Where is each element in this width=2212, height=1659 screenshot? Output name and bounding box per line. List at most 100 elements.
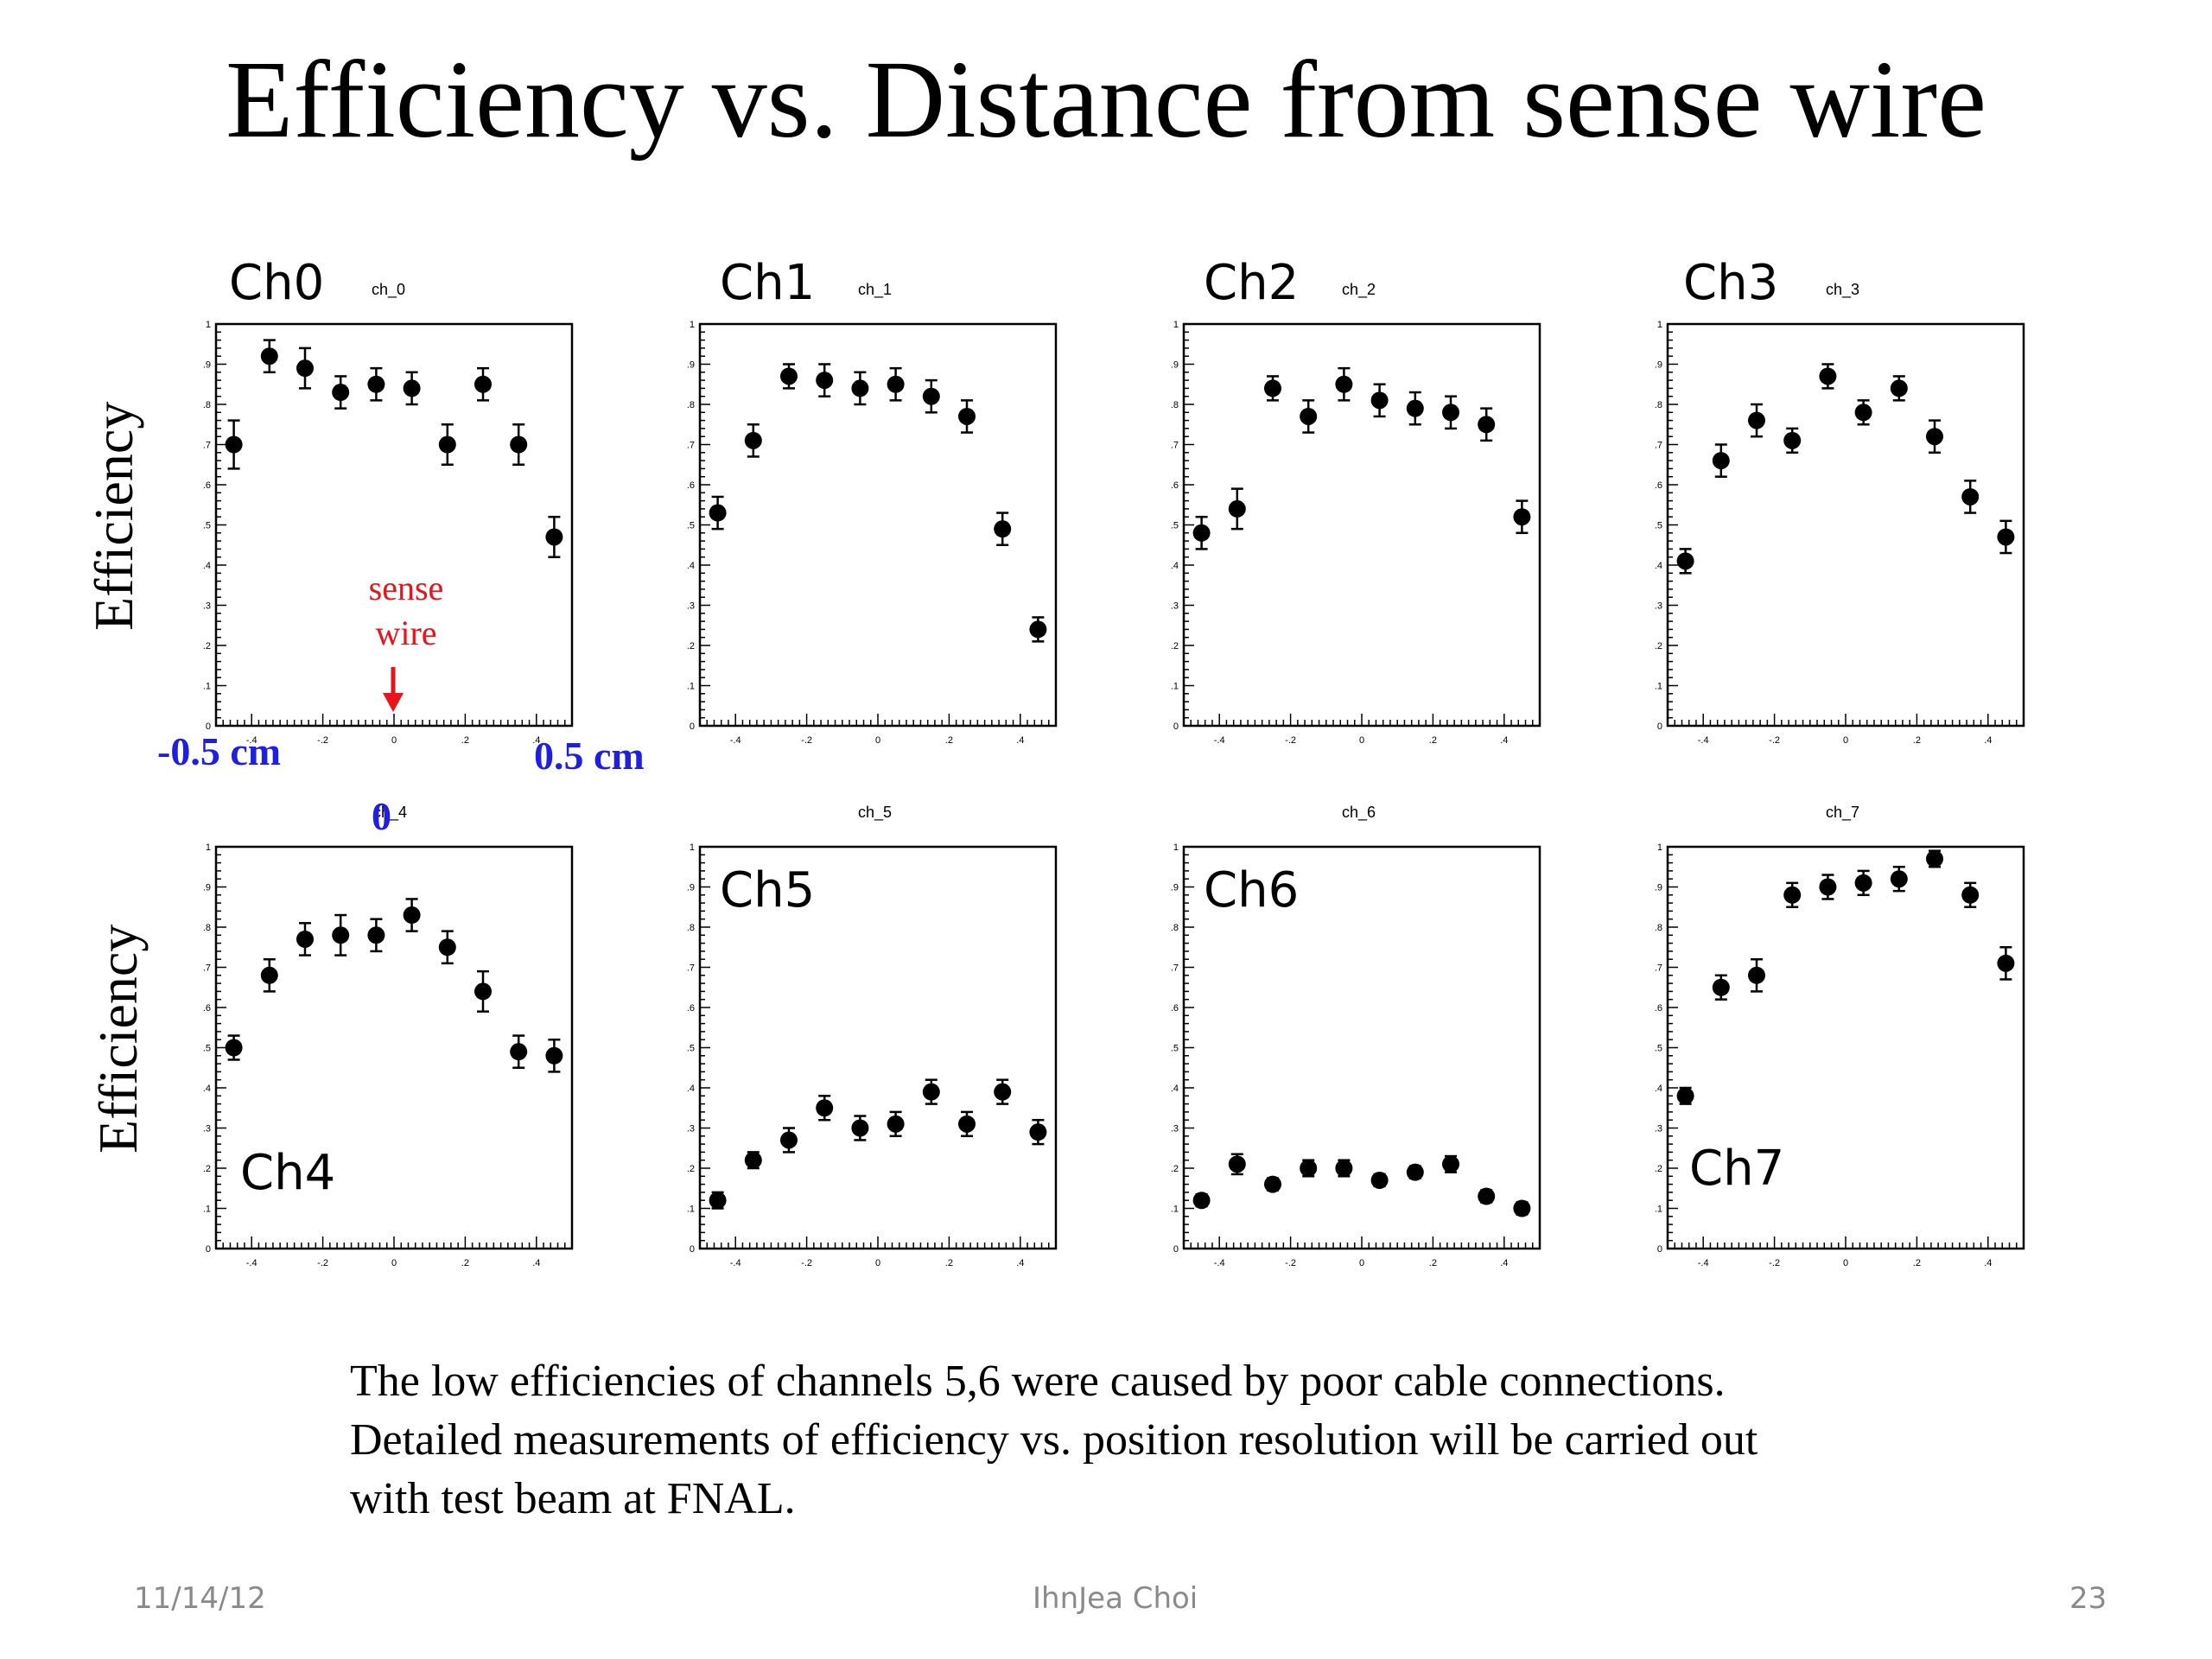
data-point-ch5 xyxy=(887,1115,905,1133)
y-tick-label-ch6: .1 xyxy=(1171,1205,1179,1215)
channel-label-ch0: Ch0 xyxy=(229,255,325,311)
data-point-ch7 xyxy=(1783,886,1802,904)
y-tick-label-ch1: .5 xyxy=(687,521,695,531)
y-tick-label-ch0: .3 xyxy=(203,601,211,612)
data-point-ch6 xyxy=(1406,1163,1424,1181)
conclusion-note: The low efficiencies of channels 5,6 wer… xyxy=(350,1352,1992,1529)
x-tick-label-ch4: .4 xyxy=(532,1258,540,1268)
y-tick-label-ch2: 1 xyxy=(1173,320,1179,330)
x-tick-label-ch5: -.2 xyxy=(801,1258,812,1268)
data-point-ch2 xyxy=(1442,404,1459,422)
zero-annotation: 0 xyxy=(372,794,391,838)
x-tick-label-ch2: -.2 xyxy=(1285,735,1296,746)
data-point-ch4 xyxy=(367,926,385,944)
data-point-ch6 xyxy=(1442,1155,1459,1173)
note-line-2: Detailed measurements of efficiency vs. … xyxy=(350,1415,1758,1465)
data-point-ch7 xyxy=(1997,954,2015,972)
data-point-ch1 xyxy=(994,520,1012,538)
x-tick-label-ch7: 0 xyxy=(1843,1258,1848,1268)
x-tick-label-ch7: -.2 xyxy=(1769,1258,1780,1268)
x-tick-label-ch0: 0 xyxy=(391,735,397,746)
data-point-ch0 xyxy=(332,384,350,402)
data-point-ch3 xyxy=(1676,552,1694,570)
y-tick-label-ch7: .6 xyxy=(1655,1003,1662,1014)
data-point-ch7 xyxy=(1712,978,1730,996)
y-tick-label-ch7: .4 xyxy=(1655,1084,1662,1094)
data-point-ch4 xyxy=(403,906,421,925)
data-point-ch4 xyxy=(545,1046,563,1065)
channel-label-ch2: Ch2 xyxy=(1204,255,1300,311)
data-point-ch7 xyxy=(1961,886,1980,904)
data-point-ch5 xyxy=(816,1099,834,1117)
y-tick-label-ch7: .7 xyxy=(1655,963,1662,974)
y-tick-label-ch6: .9 xyxy=(1171,883,1179,893)
data-point-ch0 xyxy=(367,375,385,393)
y-tick-label-ch3: .1 xyxy=(1655,682,1662,692)
x-tick-label-ch5: -.4 xyxy=(730,1258,741,1268)
data-point-ch7 xyxy=(1890,870,1908,888)
y-tick-label-ch4: .5 xyxy=(203,1044,211,1054)
x-tick-label-ch6: 0 xyxy=(1359,1258,1364,1268)
x-tick-label-ch2: 0 xyxy=(1359,735,1364,746)
y-tick-label-ch2: .1 xyxy=(1171,682,1179,692)
data-point-ch3 xyxy=(1926,428,1943,446)
x-tick-label-ch7: -.4 xyxy=(1698,1258,1709,1268)
y-tick-label-ch2: .7 xyxy=(1171,441,1179,451)
y-tick-label-ch0: .6 xyxy=(203,480,211,491)
x-tick-label-ch1: .2 xyxy=(945,735,953,746)
x-tick-label-ch4: 0 xyxy=(391,1258,397,1268)
y-tick-label-ch0: 1 xyxy=(206,320,211,330)
data-point-ch2 xyxy=(1192,524,1211,542)
data-point-ch0 xyxy=(260,347,278,365)
data-point-ch2 xyxy=(1406,399,1424,417)
data-point-ch4 xyxy=(332,926,350,944)
x-tick-label-ch7: .2 xyxy=(1913,1258,1921,1268)
x-tick-label-ch0: .4 xyxy=(532,735,540,746)
y-tick-label-ch2: 0 xyxy=(1173,721,1179,732)
y-tick-label-ch3: .6 xyxy=(1655,480,1662,491)
data-point-ch4 xyxy=(225,1039,243,1057)
data-point-ch3 xyxy=(1890,379,1908,397)
y-tick-label-ch6: .2 xyxy=(1171,1164,1179,1174)
data-point-ch0 xyxy=(296,359,314,378)
data-point-ch1 xyxy=(816,372,834,390)
y-tick-label-ch4: .7 xyxy=(203,963,211,974)
y-tick-label-ch0: .5 xyxy=(203,521,211,531)
data-point-ch7 xyxy=(1819,878,1837,896)
y-tick-label-ch7: 0 xyxy=(1657,1244,1662,1255)
y-tick-label-ch7: .5 xyxy=(1655,1044,1662,1054)
data-point-ch6 xyxy=(1228,1155,1246,1173)
data-point-ch3 xyxy=(1819,367,1837,385)
y-tick-label-ch5: .9 xyxy=(687,883,695,893)
data-point-ch7 xyxy=(1748,966,1765,984)
x-tick-label-ch3: -.4 xyxy=(1698,735,1709,746)
y-tick-label-ch3: .2 xyxy=(1655,641,1662,652)
y-tick-label-ch0: .4 xyxy=(203,561,211,571)
hist-name-ch0: ch_0 xyxy=(372,281,406,298)
data-point-ch2 xyxy=(1228,499,1246,518)
y-tick-label-ch7: .1 xyxy=(1655,1205,1662,1215)
data-point-ch0 xyxy=(225,435,243,454)
data-point-ch3 xyxy=(1854,404,1872,422)
hist-name-ch6: ch_6 xyxy=(1342,804,1376,821)
data-point-ch3 xyxy=(1712,452,1730,470)
hist-name-ch4: ch_4 xyxy=(373,804,408,821)
y-tick-label-ch1: .3 xyxy=(687,601,695,612)
data-point-ch1 xyxy=(1029,620,1047,639)
data-point-ch3 xyxy=(1783,431,1802,449)
slide-title: Efficiency vs. Distance from sense wire xyxy=(226,38,1986,161)
data-point-ch5 xyxy=(994,1083,1012,1101)
channel-label-ch4: Ch4 xyxy=(240,1145,336,1201)
y-tick-label-ch0: .1 xyxy=(203,682,211,692)
sense-wire-annotation: sense wire xyxy=(368,569,444,652)
x-tick-label-ch4: -.2 xyxy=(317,1258,328,1268)
data-point-ch2 xyxy=(1264,379,1281,397)
data-point-ch1 xyxy=(780,367,798,385)
data-point-ch4 xyxy=(260,966,278,984)
x-tick-label-ch4: .2 xyxy=(461,1258,469,1268)
x-tick-label-ch3: .2 xyxy=(1913,735,1921,746)
plot-frame-ch5 xyxy=(698,845,1058,1250)
data-point-ch7 xyxy=(1926,849,1943,868)
y-tick-label-ch0: .8 xyxy=(203,400,211,410)
data-point-ch0 xyxy=(510,435,528,454)
